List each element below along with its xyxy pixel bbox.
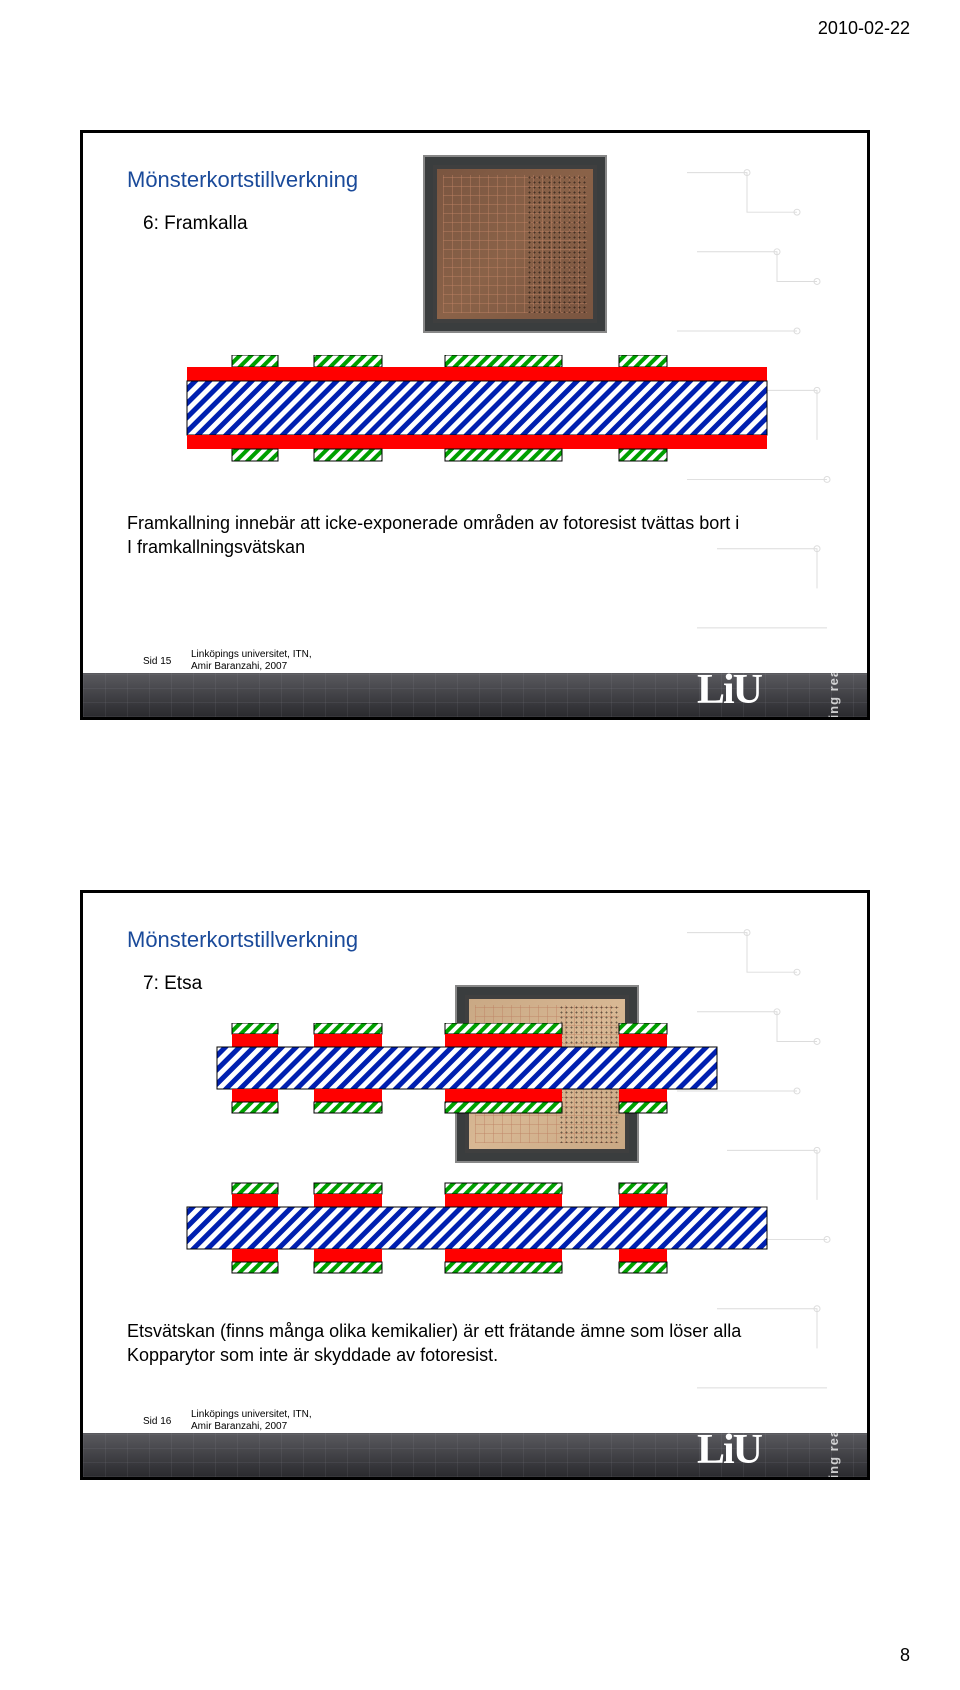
slide-title: Mönsterkortstillverkning [127,927,358,953]
slide-title: Mönsterkortstillverkning [127,167,358,193]
page-date: 2010-02-22 [818,18,910,39]
liu-logo: LiU [697,666,761,714]
slide-1: Mönsterkortstillverkning 6: Framkalla Fra… [80,130,870,720]
slide-number-label: Sid 15 [143,656,171,667]
footer-attribution: Linköpings universitet, ITN,Amir Baranza… [191,649,312,673]
cross-section-diagram [147,355,807,495]
slide-body-text: Framkallning innebär att icke-exponerade… [127,511,739,560]
pcb-image [423,155,607,333]
footer-attribution: Linköpings universitet, ITN,Amir Baranza… [191,1409,312,1433]
slide-subtitle: 7: Etsa [143,973,202,995]
footer-bar: LiUexpanding reality [83,673,867,717]
cross-section-diagram [147,1023,807,1283]
page-number: 8 [900,1645,910,1666]
footer-bar: LiUexpanding reality [83,1433,867,1477]
slide-2: Mönsterkortstillverkning 7: Etsa Etsvätsk… [80,890,870,1480]
slide-number-label: Sid 16 [143,1416,171,1427]
liu-logo: LiU [697,1426,761,1474]
slide-subtitle: 6: Framkalla [143,213,248,235]
slide-body-text: Etsvätskan (finns många olika kemikalier… [127,1319,741,1368]
